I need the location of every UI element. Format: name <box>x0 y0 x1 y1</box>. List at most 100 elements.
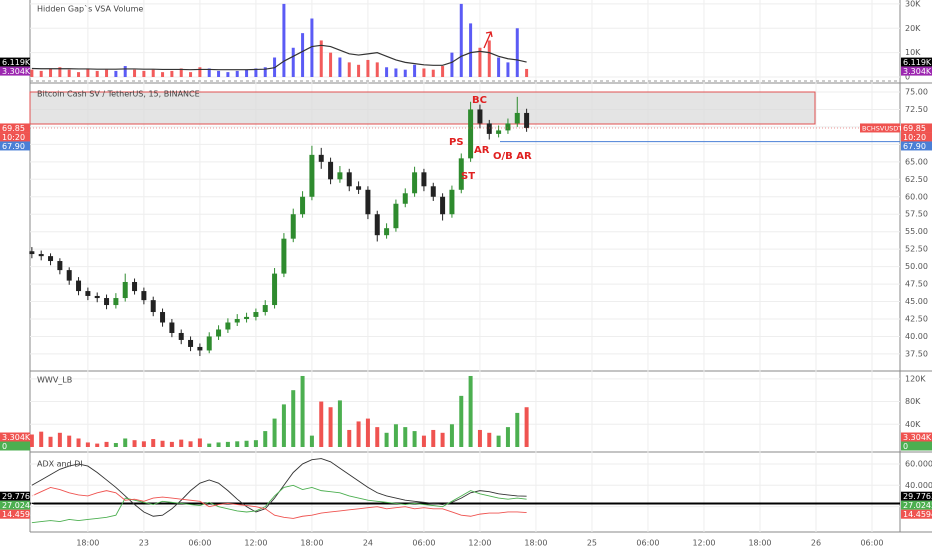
histogram-bar <box>393 424 398 447</box>
value-box <box>901 500 932 510</box>
volume-bar <box>441 66 445 77</box>
candle-body <box>486 123 492 134</box>
value-box-label: 3.304K <box>2 67 31 76</box>
candle-body <box>85 291 91 296</box>
volume-bar <box>394 68 398 77</box>
candle-body <box>113 298 119 306</box>
value-box-label: 14.4594 <box>2 510 35 519</box>
volume-bar <box>86 68 90 77</box>
y-tick-label: 52.50 <box>905 245 928 254</box>
value-box <box>0 57 30 67</box>
volume-bar <box>506 62 510 77</box>
histogram-bar <box>141 441 146 447</box>
volume-bar <box>123 66 127 77</box>
y-tick-label: 62.50 <box>905 175 928 184</box>
candle-body <box>524 112 530 128</box>
candle-body <box>300 196 306 215</box>
histogram-bar <box>123 438 128 447</box>
y-tick-label: 20K <box>905 24 921 33</box>
histogram-bar <box>412 431 417 447</box>
candle-body <box>477 109 483 124</box>
candle-body <box>421 172 427 187</box>
histogram-bar <box>505 427 510 447</box>
value-box-label: 3.304K <box>903 67 932 76</box>
x-tick-label: 12:00 <box>692 539 715 548</box>
volume-bar <box>49 68 53 77</box>
candle-body <box>225 322 231 330</box>
candle-body <box>412 172 418 194</box>
volume-bar <box>357 64 361 77</box>
histogram-bar <box>197 438 202 447</box>
value-box-label: 0 <box>903 442 908 451</box>
y-tick-label: 37.50 <box>905 349 928 358</box>
x-tick-label: 18:00 <box>76 539 99 548</box>
volume-bar <box>403 69 407 77</box>
candle-body <box>374 214 380 236</box>
value-box-label: 3.304K <box>903 433 932 442</box>
volume-bar <box>385 67 389 77</box>
volume-bar <box>67 69 71 77</box>
histogram-bar <box>272 418 277 447</box>
histogram-bar <box>207 443 212 447</box>
histogram-bar <box>440 432 445 447</box>
volume-bar <box>450 52 454 77</box>
volume-bar <box>151 69 155 77</box>
histogram-bar <box>375 427 380 447</box>
candle-body <box>76 280 82 292</box>
series-line <box>31 486 527 519</box>
y-tick-label: 45.00 <box>905 297 928 306</box>
value-box-label: 67.90 <box>903 142 926 151</box>
value-box <box>901 123 932 133</box>
histogram-bar <box>328 407 333 447</box>
candle-body <box>206 336 212 351</box>
histogram-bar <box>85 442 90 447</box>
y-tick-label: 120K <box>905 374 926 383</box>
histogram-bar <box>253 440 258 447</box>
histogram-bar <box>319 401 324 447</box>
candle-body <box>384 228 390 236</box>
candle-body <box>430 186 436 197</box>
volume-bar <box>263 67 267 77</box>
x-tick-label: 18:00 <box>524 539 547 548</box>
value-box <box>0 123 30 133</box>
value-box <box>901 432 932 442</box>
volume-bar <box>235 70 239 77</box>
y-tick-label: 47.50 <box>905 280 928 289</box>
histogram-bar <box>67 435 72 447</box>
volume-bar <box>319 40 323 77</box>
histogram-bar <box>365 418 370 447</box>
histogram-bar <box>132 440 137 447</box>
volume-bar <box>301 33 305 77</box>
volume-bar <box>189 72 193 77</box>
value-box-label: 67.90 <box>2 142 25 151</box>
candle-body <box>496 130 502 134</box>
candle-body <box>38 254 44 257</box>
histogram-bar <box>113 443 118 447</box>
volume-bar <box>226 72 230 77</box>
volume-bar <box>217 70 221 77</box>
candle-body <box>272 273 278 306</box>
pane-title: Bitcoin Cash SV / TetherUS, 15, BINANCE <box>37 90 200 99</box>
histogram-bar <box>169 441 174 447</box>
value-box <box>0 141 30 151</box>
histogram-bar <box>421 435 426 447</box>
volume-bar <box>515 28 519 77</box>
histogram-bar <box>403 427 408 447</box>
y-tick-label: 40.0000 <box>905 481 932 490</box>
y-tick-label: 60.00 <box>905 192 928 201</box>
value-box-label: 29.7763 <box>903 492 932 501</box>
volume-bar <box>497 57 501 77</box>
candle-body <box>281 238 287 274</box>
volume-bar <box>39 70 43 77</box>
value-box <box>901 491 932 501</box>
value-box <box>0 509 30 519</box>
y-tick-label: 10K <box>905 48 921 57</box>
volume-bar <box>142 70 146 77</box>
value-box <box>901 132 932 142</box>
candle-body <box>48 256 54 262</box>
volume-bar <box>487 40 491 77</box>
value-box-label: 27.0245 <box>903 501 932 510</box>
volume-bar <box>30 69 34 77</box>
